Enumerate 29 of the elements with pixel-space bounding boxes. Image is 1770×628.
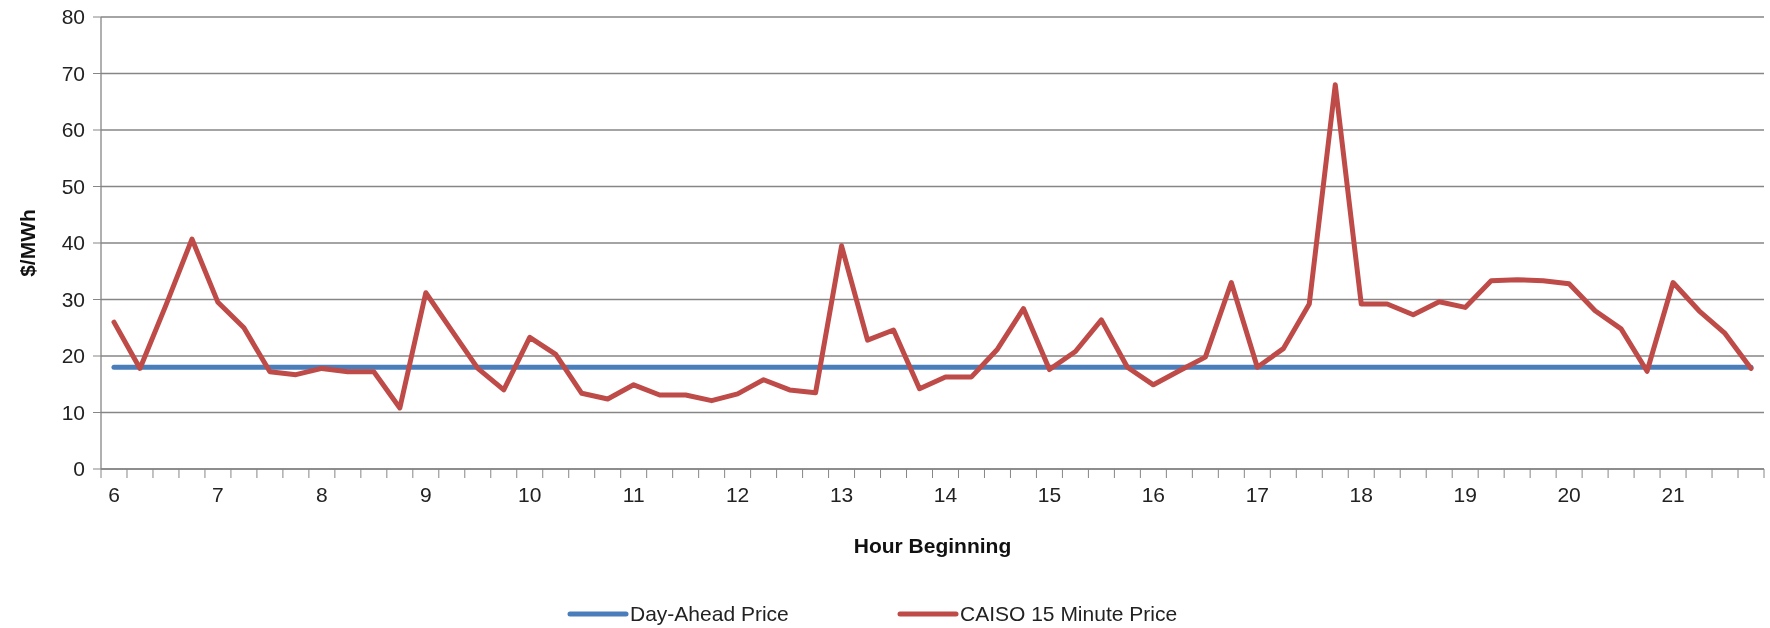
x-tick-label: 18 [1349, 483, 1373, 506]
y-tick-label: 50 [61, 174, 85, 198]
legend-label: CAISO 15 Minute Price [960, 602, 1178, 626]
y-axis-title: $/MWh [16, 209, 39, 277]
x-tick-label: 12 [725, 483, 750, 506]
x-tick-label: 8 [316, 483, 328, 506]
x-tick-label: 21 [1661, 483, 1685, 506]
y-tick-label: 20 [61, 344, 85, 368]
x-tick-label: 15 [1037, 483, 1062, 506]
x-tick-label: 10 [518, 483, 542, 506]
y-tick-label: 60 [61, 118, 85, 142]
y-tick-label: 0 [73, 457, 85, 481]
x-axis-title: Hour Beginning [853, 534, 1012, 557]
y-tick-label: 30 [61, 287, 85, 311]
y-tick-label: 70 [61, 61, 85, 85]
x-tick-label: 13 [829, 483, 854, 506]
x-tick-label: 14 [933, 483, 958, 506]
x-tick-label: 11 [622, 483, 645, 506]
y-tick-label: 40 [61, 231, 85, 255]
x-tick-label: 17 [1245, 483, 1269, 506]
x-tick-label: 9 [419, 483, 432, 506]
x-tick-label: 20 [1557, 483, 1581, 506]
x-tick-label: 16 [1141, 483, 1166, 506]
legend-label: Day-Ahead Price [630, 602, 789, 626]
y-tick-label: 80 [61, 5, 85, 29]
x-tick-label: 7 [212, 483, 224, 506]
x-tick-label: 6 [108, 483, 120, 506]
y-tick-label: 10 [61, 400, 85, 424]
x-tick-label: 19 [1453, 483, 1477, 506]
